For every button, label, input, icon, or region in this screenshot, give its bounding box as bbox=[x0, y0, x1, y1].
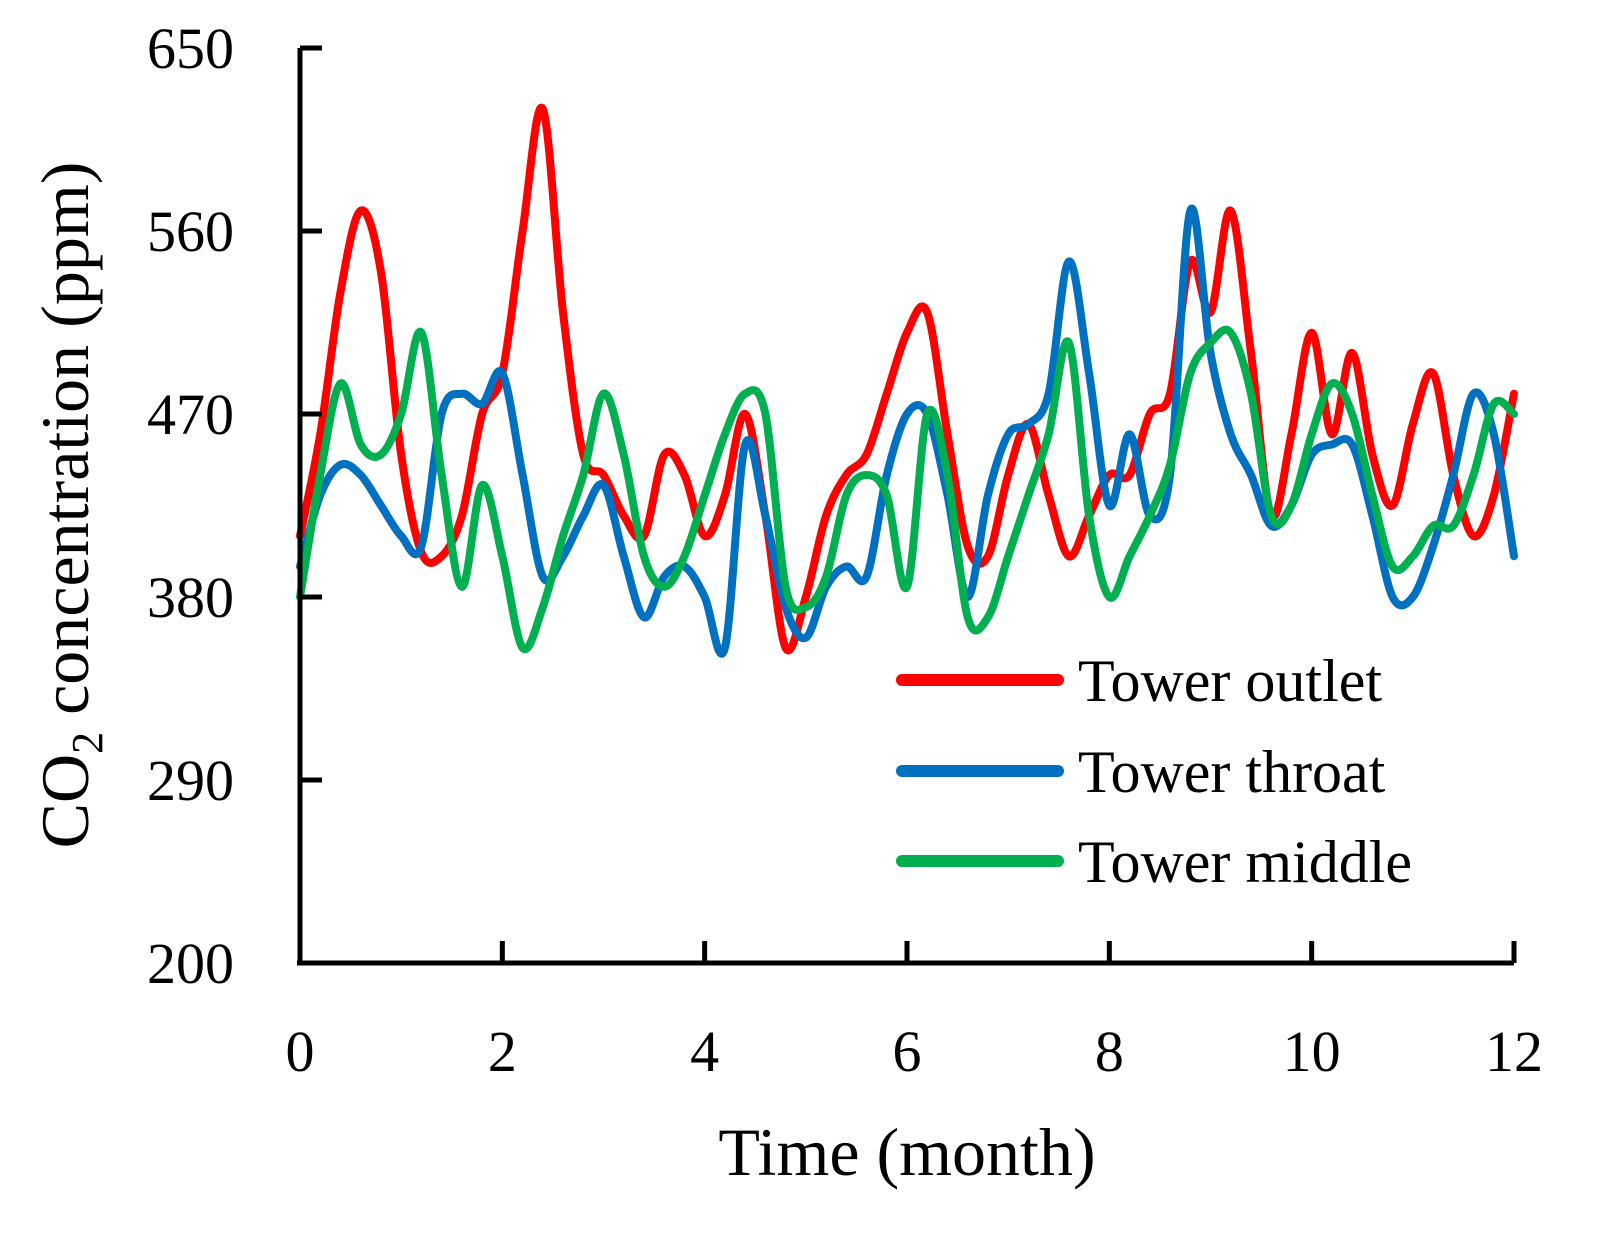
y-tick-label: 380 bbox=[147, 565, 234, 630]
series-line-tower-outlet bbox=[296, 103, 1518, 655]
x-tick-label: 0 bbox=[286, 1019, 315, 1084]
x-tick-label: 12 bbox=[1485, 1019, 1543, 1084]
legend-label-tower-throat: Tower throat bbox=[1078, 739, 1386, 805]
x-tick-label: 2 bbox=[488, 1019, 517, 1084]
series-line-tower-middle bbox=[296, 325, 1518, 654]
legend-label-tower-middle: Tower middle bbox=[1078, 829, 1412, 895]
x-tick-label: 10 bbox=[1283, 1019, 1341, 1084]
legend: Tower outlet Tower throat Tower middle bbox=[896, 648, 1412, 895]
y-tick-label: 470 bbox=[147, 382, 234, 447]
y-tick-label: 290 bbox=[147, 748, 234, 813]
x-axis-title: Time (month) bbox=[718, 1114, 1095, 1190]
legend-label-tower-outlet: Tower outlet bbox=[1078, 648, 1382, 714]
y-tick-label: 200 bbox=[147, 931, 234, 996]
ticks-layer: 200 290 380 470 560 650 0 2 4 6 8 10 12 bbox=[147, 16, 1543, 1084]
x-tick-label: 8 bbox=[1095, 1019, 1124, 1084]
y-axis-title-prefix: CO bbox=[27, 754, 103, 848]
y-tick-label: 650 bbox=[147, 16, 234, 81]
series-layer bbox=[296, 103, 1518, 658]
y-tick-label: 560 bbox=[147, 199, 234, 264]
y-axis-title-subscript: 2 bbox=[63, 732, 112, 754]
y-axis-title-suffix: concentration (ppm) bbox=[27, 162, 103, 732]
x-tick-label: 6 bbox=[893, 1019, 922, 1084]
y-axis-title: CO2 concentration (ppm) bbox=[27, 162, 112, 849]
x-tick-label: 4 bbox=[690, 1019, 719, 1084]
